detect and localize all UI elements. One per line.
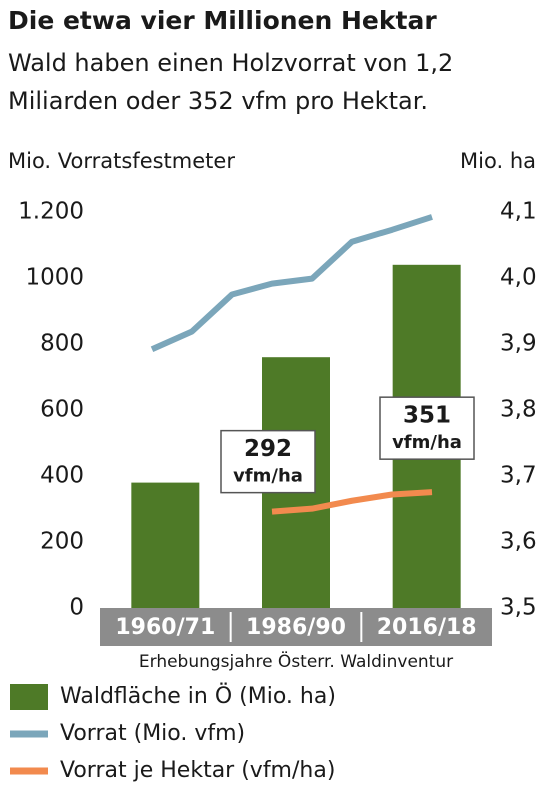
data-label: 292 [244,436,292,462]
x-axis-band [100,608,492,646]
legend-swatch [10,684,48,710]
subtitle: Miliarden oder 352 vfm pro Hektar. [8,87,428,115]
legend-label: Vorrat je Hektar (vfm/ha) [60,758,335,783]
y-tick-label: 0 [69,595,84,621]
callout-box [379,396,475,460]
y-tick-label: 800 [40,331,84,357]
chart-title: Die etwa vier Millionen Hektar [8,6,437,35]
line [271,489,433,515]
y-tick-label: 600 [40,397,84,423]
bar [131,482,200,608]
y2-tick-label: 3,6 [500,529,537,555]
y2-tick-label: 3,5 [500,595,537,621]
y-axis-label: Mio. Vorratsfestmeter [8,149,235,173]
subtitle: Wald haben einen Holzvorrat von 1,2 [8,49,453,77]
x-tick-label: 2016/18 [377,615,477,640]
legend-label: Vorrat (Mio. vfm) [60,721,245,746]
y2-tick-label: 3,7 [500,463,537,489]
x-tick-label: 1986/90 [246,615,346,640]
y-tick-label: 400 [40,463,84,489]
y-tick-label: 200 [40,529,84,555]
line [150,214,433,353]
y-tick-label: 1.200 [18,199,84,225]
y-tick-label: 1000 [25,265,84,291]
y2-tick-label: 3,9 [500,331,537,357]
y2-tick-label: 3,8 [500,397,537,423]
x-tick-label: 1960/71 [115,615,215,640]
data-label-unit: vfm/ha [392,432,462,453]
callout-box [220,429,316,494]
y2-tick-label: 4,1 [500,199,537,225]
data-label-unit: vfm/ha [233,466,303,487]
y2-tick-label: 4,0 [500,265,537,291]
y2-axis-label: Mio. ha [460,149,536,173]
legend-label: Waldfläche in Ö (Mio. ha) [60,683,336,709]
data-label: 351 [403,403,451,429]
x-axis-label: Erhebungsjahre Österr. Waldinventur [139,650,453,672]
